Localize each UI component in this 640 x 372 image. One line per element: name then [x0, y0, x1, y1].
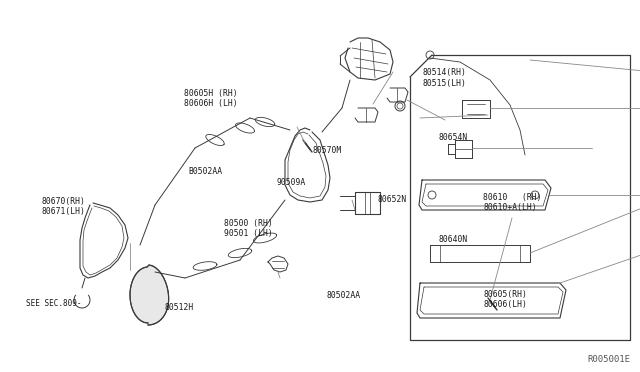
Text: SEE SEC.809-: SEE SEC.809- [26, 299, 81, 308]
Text: B0502AA: B0502AA [189, 167, 223, 176]
Text: 80605(RH)
80606(LH): 80605(RH) 80606(LH) [483, 290, 527, 309]
Polygon shape [130, 265, 168, 325]
Text: 80670(RH)
80671(LH): 80670(RH) 80671(LH) [42, 197, 86, 216]
Text: 80500 (RH)
90501 (LH): 80500 (RH) 90501 (LH) [224, 219, 273, 238]
Text: 80512H: 80512H [164, 303, 194, 312]
Text: 80652N: 80652N [378, 195, 407, 203]
Text: 80640N: 80640N [438, 235, 468, 244]
Text: 90509A: 90509A [276, 178, 306, 187]
Text: 80514(RH)
80515(LH): 80514(RH) 80515(LH) [422, 68, 467, 88]
Text: 80610   (RH)
80610+A(LH): 80610 (RH) 80610+A(LH) [483, 193, 541, 212]
Text: 80570M: 80570M [312, 146, 342, 155]
Text: 80605H (RH)
80606H (LH): 80605H (RH) 80606H (LH) [184, 89, 238, 108]
Text: 80654N: 80654N [438, 133, 468, 142]
Text: 80502AA: 80502AA [326, 291, 360, 300]
Text: R005001E: R005001E [587, 355, 630, 364]
